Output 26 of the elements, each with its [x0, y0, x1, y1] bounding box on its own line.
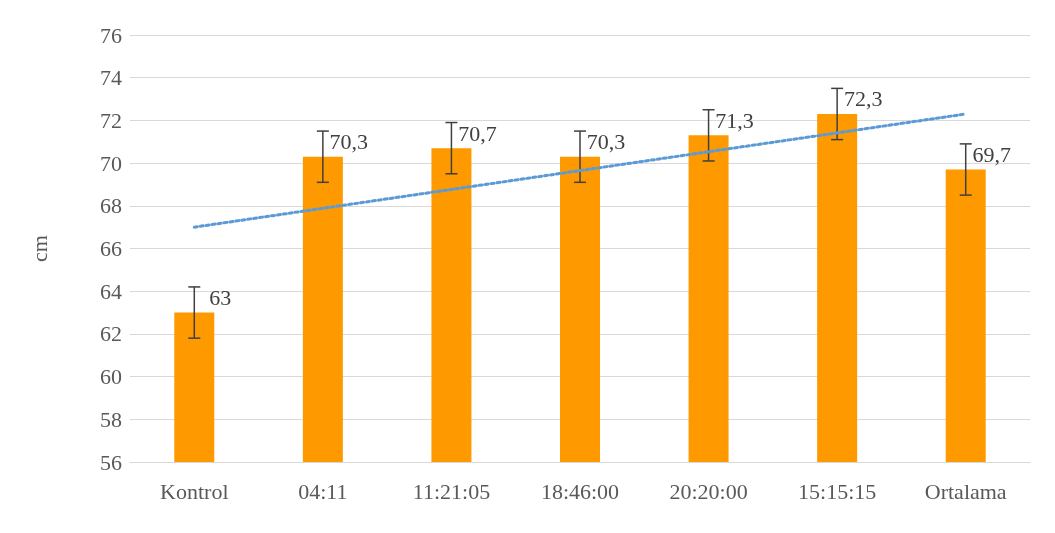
data-label: 72,3: [843, 86, 883, 112]
y-tick-label: 70: [100, 150, 122, 176]
data-label: 70,3: [329, 129, 369, 155]
x-tick-label: 04:11: [298, 478, 348, 504]
data-label: 63: [209, 285, 232, 311]
data-label: 70,7: [458, 120, 497, 146]
y-tick-label: 74: [100, 65, 122, 91]
data-label: 69,7: [972, 142, 1011, 168]
x-tick-label: Kontrol: [160, 478, 229, 504]
y-tick-label: 62: [100, 321, 122, 347]
data-label: 70,3: [586, 129, 626, 155]
y-tick-label: 66: [100, 236, 122, 261]
x-tick-label: 20:20:00: [669, 478, 748, 504]
x-tick-label: 15:15:15: [798, 478, 877, 504]
y-tick-label: 68: [100, 193, 122, 219]
data-label: 71,3: [715, 107, 754, 133]
y-tick-label: 64: [100, 278, 122, 304]
x-tick-label: 18:46:00: [540, 478, 620, 504]
y-tick-label: 60: [100, 364, 122, 390]
x-tick-label: 11:21:05: [412, 478, 491, 504]
x-tick-label: Ortalama: [924, 478, 1007, 504]
y-tick-label: 72: [100, 107, 122, 133]
y-axis-title: cm: [26, 235, 52, 262]
y-tick-label: 76: [100, 22, 122, 48]
y-tick-label: 58: [100, 406, 122, 432]
y-tick-label: 56: [100, 449, 122, 475]
